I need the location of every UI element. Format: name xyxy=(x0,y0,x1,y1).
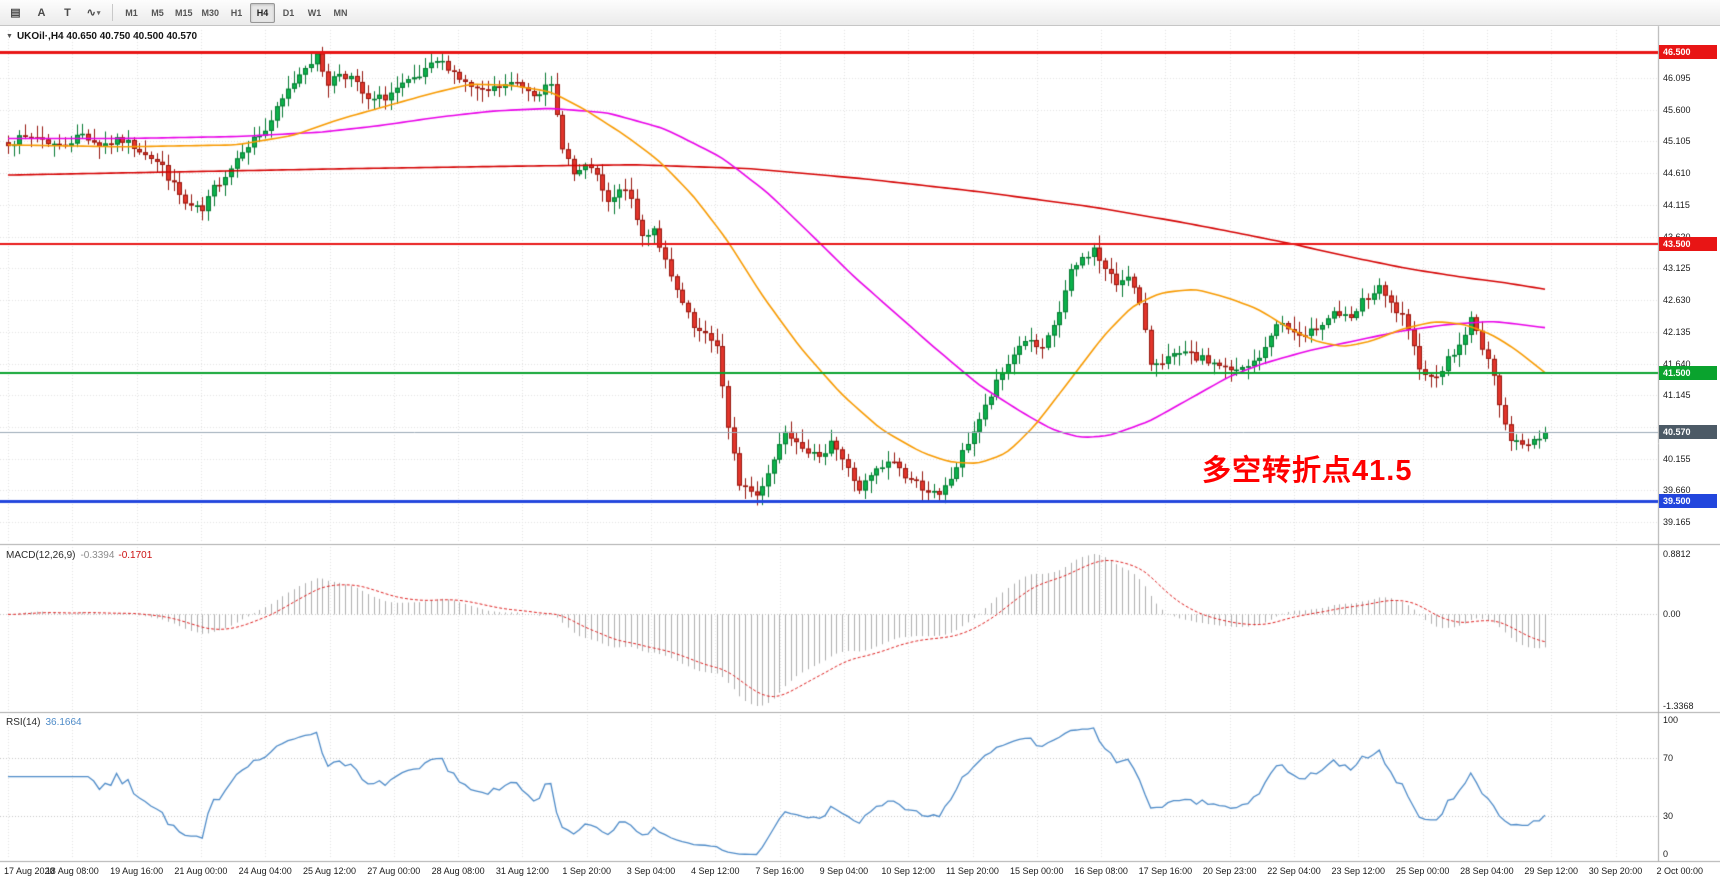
toolbar-separator xyxy=(112,4,113,21)
line-studies-button[interactable]: ∿ ▾ xyxy=(81,2,106,23)
timeframe-d1-button[interactable]: D1 xyxy=(276,3,301,23)
timeframe-h4-button[interactable]: H4 xyxy=(250,2,276,23)
timeframe-h1-button[interactable]: H1 xyxy=(224,3,249,23)
timeframe-m15-button[interactable]: M15 xyxy=(171,3,197,23)
chevron-down-icon: ▾ xyxy=(96,9,101,17)
line-studies-icon: ∿ xyxy=(86,7,96,19)
timeframe-m1-button[interactable]: M1 xyxy=(119,3,144,23)
toolbar: ▤ A T ∿ ▾ M1 M5 M15 M30 H1 H4 D1 W1 MN xyxy=(0,0,1720,26)
cursor-tool-button[interactable]: A xyxy=(29,2,54,23)
timeframe-mn-button[interactable]: MN xyxy=(328,3,353,23)
timeframe-m30-button[interactable]: M30 xyxy=(198,3,224,23)
text-tool-button[interactable]: T xyxy=(55,2,80,23)
timeframe-w1-button[interactable]: W1 xyxy=(302,3,327,23)
timeframe-m5-button[interactable]: M5 xyxy=(145,3,170,23)
charts-button[interactable]: ▤ xyxy=(3,2,28,23)
